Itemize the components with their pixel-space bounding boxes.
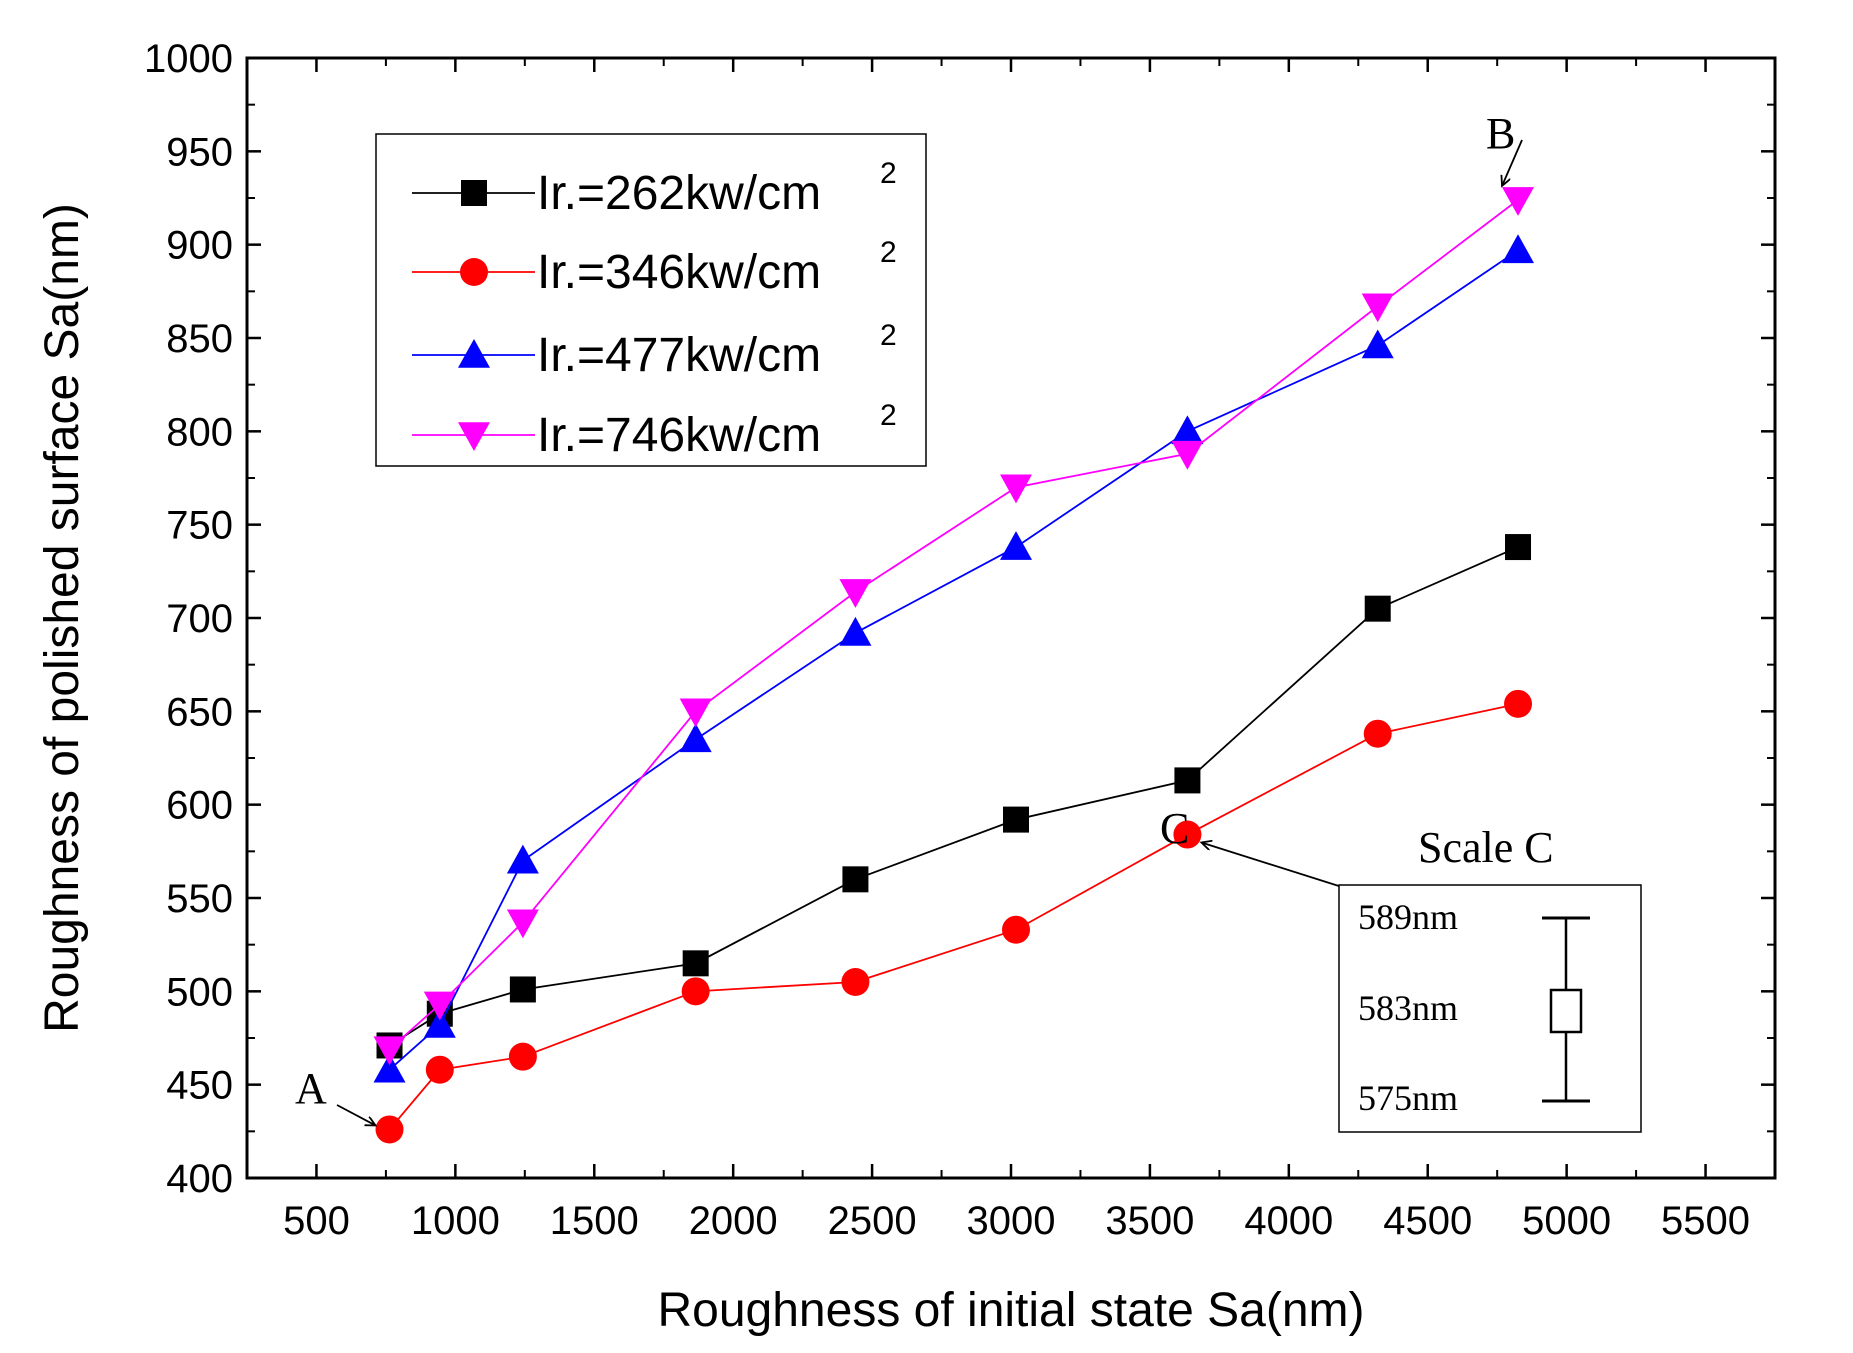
y-tick-label: 800 <box>166 410 233 454</box>
data-point <box>1171 440 1204 470</box>
scale-title: Scale C <box>1418 823 1554 872</box>
tick-labels: 500 1000 1500 2000 2500 3000 3500 4000 4500 5000 5… <box>144 37 1750 1243</box>
legend-label: Ir.=262kw/cm <box>537 167 821 220</box>
data-point <box>1002 915 1031 944</box>
x-tick-label: 2000 <box>689 1199 778 1243</box>
annotation-arrow <box>1502 139 1523 186</box>
y-tick-label: 950 <box>166 130 233 174</box>
annotation-arrow <box>336 1104 376 1125</box>
y-tick-label: 750 <box>166 504 233 548</box>
data-point <box>1361 293 1394 323</box>
x-tick-label: 5000 <box>1522 1199 1611 1243</box>
x-tick-label: 3000 <box>967 1199 1056 1243</box>
data-point <box>506 844 539 874</box>
data-point <box>1361 329 1394 359</box>
legend-superscript: 2 <box>880 399 897 432</box>
data-point <box>425 1055 454 1084</box>
y-tick-label: 450 <box>166 1064 233 1108</box>
series-4 <box>373 187 1535 1066</box>
legend-superscript: 2 <box>880 236 897 269</box>
series-3 <box>373 234 1535 1083</box>
data-point <box>679 698 712 728</box>
data-point <box>375 1115 404 1144</box>
x-tick-label: 1500 <box>550 1199 639 1243</box>
scale-box <box>1338 884 1642 1133</box>
scale-upper-label: 589nm <box>1358 897 1458 937</box>
y-tick-label: 600 <box>166 784 233 828</box>
annotation-label: A <box>295 1064 327 1113</box>
data-point <box>1000 474 1033 504</box>
data-point <box>681 977 710 1006</box>
data-point <box>1173 820 1202 849</box>
x-tick-label: 4500 <box>1383 1199 1472 1243</box>
series-2 <box>375 689 1533 1144</box>
data-point <box>1502 234 1535 264</box>
legend: Ir.=262kw/cm 2 Ir.=346kw/cm 2 Ir.=477kw/cm 2 I… <box>375 133 927 467</box>
legend-marker <box>458 339 490 368</box>
data-point <box>1171 415 1204 445</box>
series-layer <box>373 187 1535 1144</box>
legend-marker <box>458 422 490 451</box>
data-point <box>373 1053 406 1083</box>
annotation-label: C <box>1160 804 1189 853</box>
y-tick-label: 400 <box>166 1157 233 1201</box>
y-tick-label: 700 <box>166 597 233 641</box>
data-point <box>841 968 870 996</box>
data-point <box>423 1008 456 1038</box>
x-tick-label: 1000 <box>411 1199 500 1243</box>
data-point <box>506 909 539 939</box>
annotation-label: B <box>1486 109 1515 158</box>
y-tick-label: 1000 <box>144 37 233 81</box>
x-tick-label: 500 <box>283 1199 350 1243</box>
data-point <box>1505 534 1532 561</box>
data-point <box>1003 806 1030 833</box>
scale-mid-label: 583nm <box>1358 988 1458 1028</box>
data-point <box>682 950 709 977</box>
data-point <box>1502 187 1535 216</box>
x-tick-label: 4000 <box>1244 1199 1333 1243</box>
x-tick-label: 2500 <box>828 1199 917 1243</box>
data-point <box>842 866 869 893</box>
y-axis-title: Roughness of polished surface Sa(nm) <box>36 203 89 1033</box>
scale-inset: Scale C 589nm 583nm 575nm <box>1338 823 1642 1133</box>
data-point <box>1504 689 1533 718</box>
scale-mean-marker <box>1549 988 1583 1034</box>
legend-label: Ir.=346kw/cm <box>537 246 821 299</box>
data-point <box>509 976 536 1003</box>
annotation-arrow <box>1201 843 1343 888</box>
legend-marker <box>461 180 487 206</box>
y-tick-label: 550 <box>166 877 233 921</box>
data-point <box>423 991 456 1021</box>
x-tick-label: 3500 <box>1105 1199 1194 1243</box>
legend-label: Ir.=746kw/cm <box>537 409 821 462</box>
data-point <box>1363 719 1392 748</box>
data-point <box>839 579 872 608</box>
x-tick-label: 5500 <box>1661 1199 1750 1243</box>
data-point <box>508 1042 537 1071</box>
data-point <box>1364 595 1391 622</box>
y-tick-label: 650 <box>166 690 233 734</box>
y-tick-label: 850 <box>166 317 233 361</box>
data-point <box>839 616 872 646</box>
legend-superscript: 2 <box>880 157 897 190</box>
y-tick-label: 500 <box>166 970 233 1014</box>
x-axis-title: Roughness of initial state Sa(nm) <box>657 1284 1364 1337</box>
data-point <box>679 723 712 753</box>
y-tick-label: 900 <box>166 224 233 268</box>
annotations: A B C <box>295 109 1523 1125</box>
data-point <box>373 1036 406 1066</box>
plot-frame <box>245 56 1777 1180</box>
legend-label: Ir.=477kw/cm <box>537 329 821 382</box>
data-point <box>1000 531 1033 560</box>
data-point <box>1174 767 1201 794</box>
legend-superscript: 2 <box>880 319 897 352</box>
legend-marker <box>460 258 488 286</box>
scale-lower-label: 575nm <box>1358 1078 1458 1118</box>
